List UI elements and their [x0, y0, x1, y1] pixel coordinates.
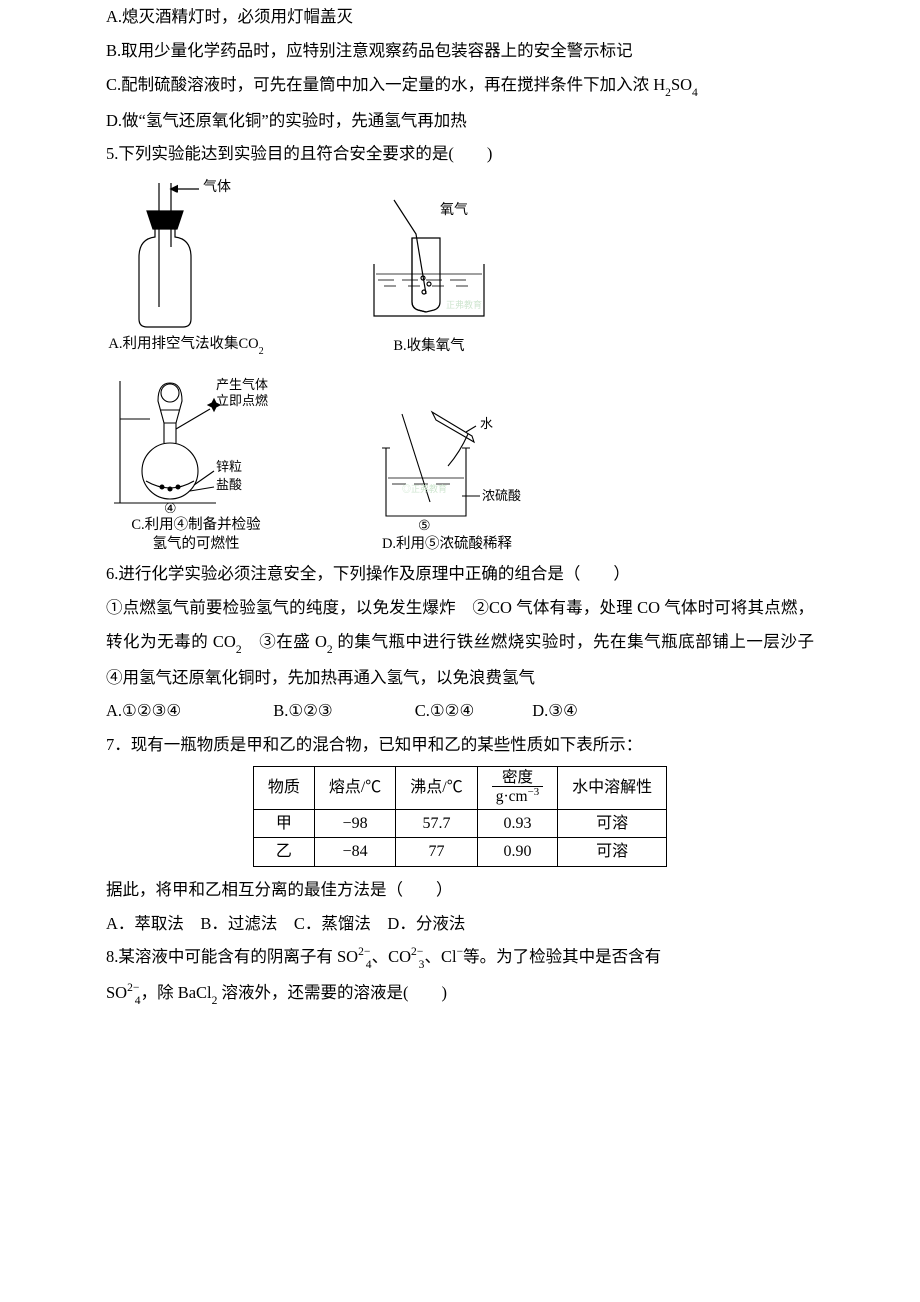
q6-choice-A: A.①②③④: [106, 701, 181, 720]
th-boiling: 沸点/℃: [396, 766, 477, 809]
q8-line2: SO2−4，除 BaCl2 溶液外，还需要的溶液是( ): [106, 976, 814, 1012]
table-header-row: 物质 熔点/℃ 沸点/℃ 密度 g·cm−3 水中溶解性: [253, 766, 666, 809]
table-row: 甲 −98 57.7 0.93 可溶: [253, 809, 666, 838]
q4c-prefix: C.配制硫酸溶液时，可先在量筒中加入一定量的水，再在搅拌条件下加入浓 H: [106, 75, 665, 94]
th-solubility: 水中溶解性: [558, 766, 667, 809]
q6-choices: A.①②③④ B.①②③ C.①②④ D.③④: [106, 694, 814, 728]
q6-choice-C: C.①②④: [415, 701, 475, 720]
q4-choice-D: D.做“氢气还原氧化铜”的实验时，先通氢气再加热: [106, 104, 814, 138]
th-density: 密度 g·cm−3: [477, 766, 557, 809]
diagC-l4: 盐酸: [216, 477, 242, 492]
diagram-C: 产生气体 立即点燃 锌粒 盐酸 ④ C.利用④制备并检验 氢气的可燃性: [106, 363, 286, 555]
q6-stem: 6.进行化学实验必须注意安全，下列操作及原理中正确的组合是（ ）: [106, 557, 814, 591]
q5-stem: 5.下列实验能达到实验目的且符合安全要求的是( ): [106, 137, 814, 171]
diagC-num: ④: [164, 502, 177, 513]
diagC-l1: 产生气体: [216, 377, 268, 392]
diagD-caption: D.利用⑤浓硫酸稀释: [382, 535, 512, 555]
diagram-B-svg: 氧气 正弗教育: [354, 194, 504, 334]
diagram-B: 氧气 正弗教育: [354, 194, 504, 357]
q7-stem: 7．现有一瓶物质是甲和乙的混合物，已知甲和乙的某些性质如下表所示：: [106, 728, 814, 762]
q4-choice-A: A.熄灭酒精灯时，必须用灯帽盖灭: [106, 0, 814, 34]
q4c-mid: SO: [671, 75, 692, 94]
q7-tail: 据此，将甲和乙相互分离的最佳方法是（ ）: [106, 873, 814, 907]
diagA-label: 气体: [203, 179, 231, 195]
th-substance: 物质: [253, 766, 314, 809]
diagram-D-svg: 水 浓硫酸 ◎正弗教育 ⑤: [362, 402, 532, 532]
diagB-caption: B.收集氧气: [393, 337, 464, 357]
q7-table: 物质 熔点/℃ 沸点/℃ 密度 g·cm−3 水中溶解性 甲 −98 57.7 …: [253, 766, 667, 867]
q6-choice-B: B.①②③: [273, 701, 333, 720]
q4-choice-B: B.取用少量化学药品时，应特别注意观察药品包装容器上的安全警示标记: [106, 34, 814, 68]
diagram-A: 气体 A.利用排空气法收集CO2: [106, 177, 266, 357]
diagD-l1: 水: [480, 416, 493, 431]
diagram-C-svg: 产生气体 立即点燃 锌粒 盐酸 ④: [106, 363, 286, 513]
diagram-D: 水 浓硫酸 ◎正弗教育 ⑤ D.利用⑤浓硫酸稀释: [362, 402, 532, 555]
q5-diagram-row-2: 产生气体 立即点燃 锌粒 盐酸 ④ C.利用④制备并检验 氢气的可燃性: [106, 363, 814, 555]
q8-line1: 8.某溶液中可能含有的阴离子有 SO2−4、CO2−3、Cl−等。为了检验其中是…: [106, 940, 814, 976]
diagD-num: ⑤: [418, 519, 431, 532]
q7-choices: A．萃取法 B．过滤法 C．蒸馏法 D．分液法: [106, 907, 814, 941]
q5-diagram-row-1: 气体 A.利用排空气法收集CO2 氧气: [106, 177, 814, 357]
th-melting: 熔点/℃: [314, 766, 395, 809]
diagC-l2: 立即点燃: [216, 393, 268, 408]
diagB-watermark: 正弗教育: [446, 299, 482, 310]
diagB-label: 氧气: [440, 202, 468, 218]
q4-choice-C: C.配制硫酸溶液时，可先在量筒中加入一定量的水，再在搅拌条件下加入浓 H2SO4: [106, 68, 814, 104]
diagC-l3: 锌粒: [216, 459, 242, 474]
table-row: 乙 −84 77 0.90 可溶: [253, 838, 666, 867]
q6-body: ①点燃氢气前要检验氢气的纯度，以免发生爆炸 ②CO 气体有毒，处理 CO 气体时…: [106, 591, 814, 695]
diagD-watermark: ◎正弗教育: [402, 483, 447, 494]
q4c-sub2: 4: [692, 87, 698, 99]
diagC-caption: C.利用④制备并检验 氢气的可燃性: [131, 516, 260, 555]
q6-choice-D: D.③④: [532, 701, 578, 720]
diagD-l2: 浓硫酸: [482, 488, 521, 503]
diagA-caption: A.利用排空气法收集CO2: [108, 335, 263, 357]
diagram-A-svg: 气体: [111, 177, 261, 332]
q4c-sub1: 2: [665, 87, 671, 99]
